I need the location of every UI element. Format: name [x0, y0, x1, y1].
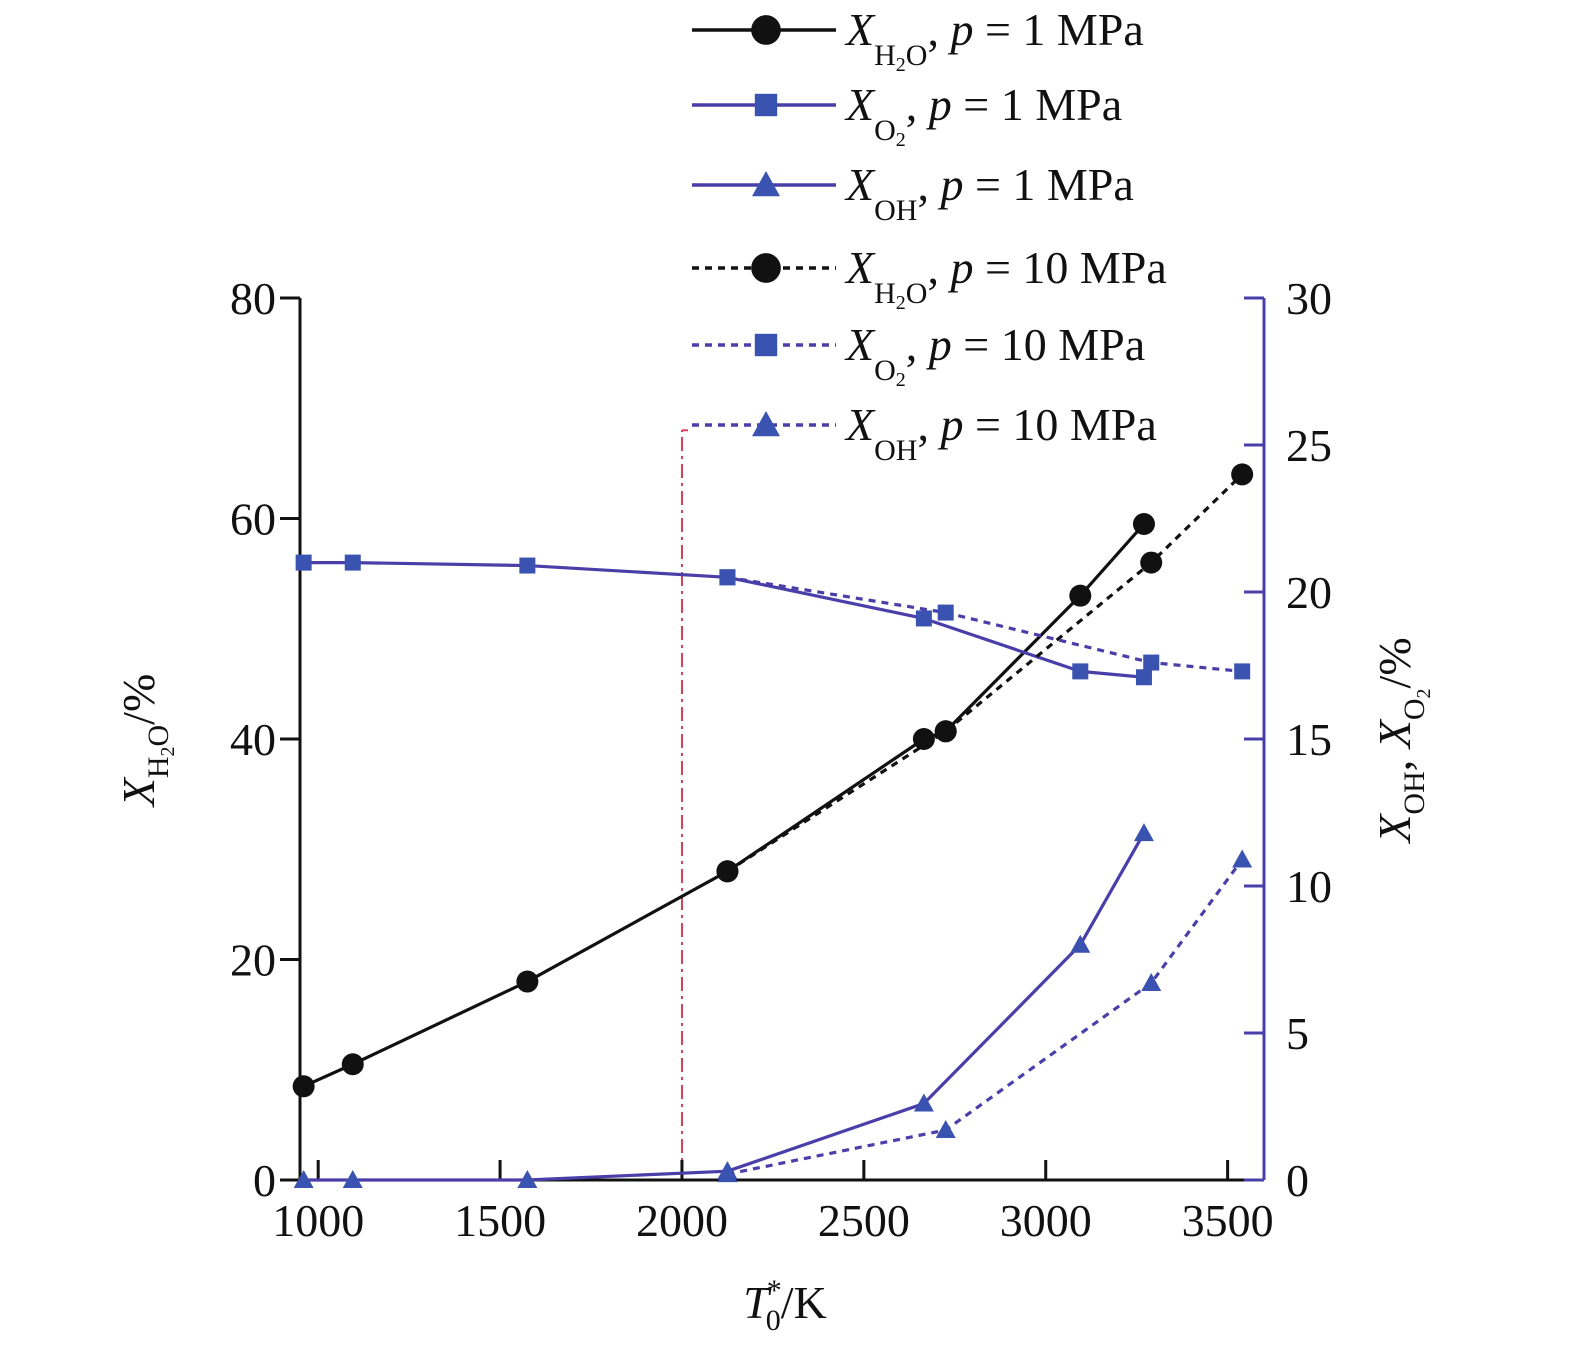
- y-right-tick-label: 0: [1286, 1155, 1309, 1206]
- data-point: [342, 1170, 363, 1188]
- legend-label: XO2, p = 1 MPa: [844, 79, 1122, 151]
- data-point: [519, 557, 536, 574]
- y-right-tick-label: 15: [1286, 714, 1332, 765]
- data-point: [1133, 823, 1154, 842]
- data-point: [1132, 513, 1155, 536]
- series-3: [716, 463, 1254, 883]
- legend-marker: [752, 411, 780, 437]
- y-left-tick-label: 0: [253, 1155, 276, 1206]
- legend-entry-4: XO2, p = 10 MPa: [692, 319, 1145, 391]
- legend-label: XOH, p = 1 MPa: [844, 159, 1134, 227]
- x-tick-label: 3000: [1000, 1195, 1092, 1246]
- series-group: [292, 463, 1254, 1188]
- x-axis-title: T* 0/K: [743, 1274, 827, 1337]
- legend-entry-0: XH2O, p = 1 MPa: [692, 4, 1144, 76]
- data-point: [719, 569, 736, 586]
- y-left-tick-label: 80: [230, 273, 276, 324]
- x-tick-label: 2500: [818, 1195, 910, 1246]
- x-tick-label: 1000: [272, 1195, 364, 1246]
- data-point: [516, 970, 539, 993]
- data-point: [517, 1170, 538, 1188]
- data-point: [1070, 934, 1091, 953]
- data-point: [341, 1053, 364, 1076]
- data-point: [937, 604, 954, 621]
- legend-entry-2: XOH, p = 1 MPa: [692, 159, 1134, 227]
- series-line: [726, 473, 1244, 873]
- legend-marker: [751, 253, 781, 283]
- data-point: [915, 610, 932, 627]
- data-point: [293, 1170, 314, 1188]
- legend-label: XOH, p = 10 MPa: [844, 399, 1157, 467]
- reference-line-group: [680, 429, 688, 1180]
- data-point: [1140, 551, 1163, 574]
- y-left-tick-label: 20: [230, 935, 276, 986]
- data-point: [1143, 654, 1160, 671]
- series-line: [303, 832, 1146, 1182]
- data-point: [1232, 849, 1253, 868]
- y-right-axis-title: XOH, XO2/%: [1369, 637, 1435, 844]
- data-point: [1234, 663, 1251, 680]
- data-point: [344, 554, 361, 571]
- data-point: [1141, 973, 1162, 992]
- series-line: [727, 858, 1244, 1176]
- x-tick-label: 1500: [454, 1195, 546, 1246]
- legend-marker: [751, 15, 781, 45]
- legend-label: XH2O, p = 10 MPa: [844, 242, 1167, 314]
- series-4: [719, 569, 1251, 680]
- data-point: [1135, 669, 1152, 686]
- data-point: [913, 1093, 934, 1112]
- series-0: [292, 513, 1155, 1098]
- y-right-tick-label: 30: [1286, 273, 1332, 324]
- data-point: [1069, 584, 1092, 607]
- x-tick-label: 3500: [1182, 1195, 1274, 1246]
- x-tick-label: 2000: [636, 1195, 728, 1246]
- y-right-tick-label: 5: [1286, 1008, 1309, 1059]
- y-left-tick-label: 60: [230, 494, 276, 545]
- legend-marker: [754, 93, 778, 117]
- series-line: [727, 575, 1243, 673]
- legend-entry-5: XOH, p = 10 MPa: [692, 399, 1157, 467]
- data-point: [934, 720, 957, 743]
- data-point: [717, 1164, 738, 1183]
- data-point: [935, 1120, 956, 1139]
- legend-label: XH2O, p = 1 MPa: [844, 4, 1144, 76]
- data-point: [1231, 463, 1254, 486]
- legend-marker: [754, 333, 778, 357]
- data-point: [292, 1075, 315, 1098]
- data-point: [912, 728, 935, 750]
- axes-group: 1000 1500 2000 2500 3000 35000204060800510152…: [113, 273, 1435, 1337]
- legend-marker: [752, 171, 780, 197]
- series-line: [302, 522, 1146, 1088]
- legend-entry-1: XO2, p = 1 MPa: [692, 79, 1122, 151]
- y-right-tick-label: 25: [1286, 420, 1332, 471]
- y-left-axis-title: XH2O/%: [113, 674, 179, 809]
- series-5: [717, 849, 1253, 1183]
- data-point: [716, 860, 739, 883]
- data-point: [1072, 663, 1089, 680]
- y-left-tick-label: 40: [230, 714, 276, 765]
- y-right-tick-label: 10: [1286, 861, 1332, 912]
- y-right-tick-label: 20: [1286, 567, 1332, 618]
- legend-entry-3: XH2O, p = 10 MPa: [692, 242, 1167, 314]
- legend-label: XO2, p = 10 MPa: [844, 319, 1145, 391]
- data-point: [295, 554, 312, 571]
